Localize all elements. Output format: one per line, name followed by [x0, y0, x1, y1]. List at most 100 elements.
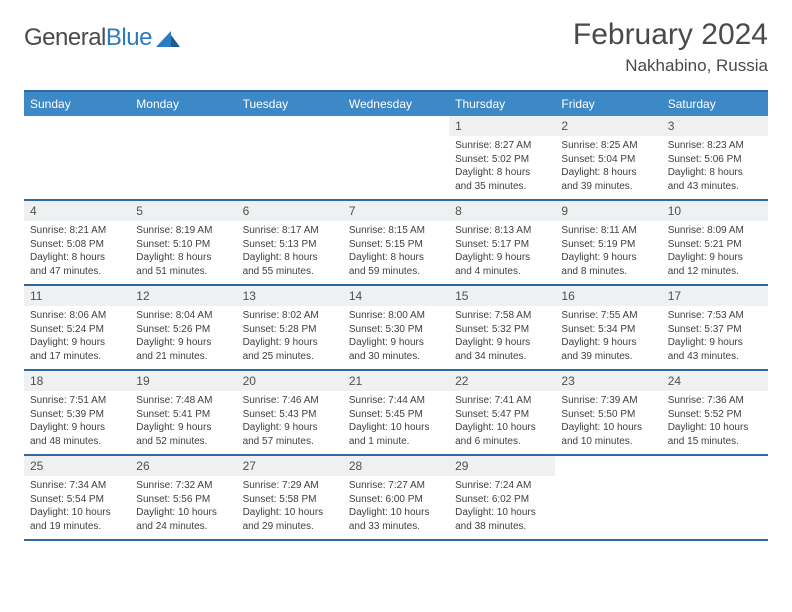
calendar-cell: [24, 116, 130, 200]
sunset-line: Sunset: 5:43 PM: [243, 408, 337, 422]
sunset-line: Sunset: 5:56 PM: [136, 493, 230, 507]
sunset-line: Sunset: 5:47 PM: [455, 408, 549, 422]
weekday-header: Wednesday: [343, 91, 449, 116]
day-body: Sunrise: 7:48 AMSunset: 5:41 PMDaylight:…: [130, 391, 236, 454]
sunset-line: Sunset: 5:45 PM: [349, 408, 443, 422]
day-body: Sunrise: 8:02 AMSunset: 5:28 PMDaylight:…: [237, 306, 343, 369]
logo-text-blue: Blue: [106, 24, 152, 51]
weekday-header: Sunday: [24, 91, 130, 116]
weekday-header: Thursday: [449, 91, 555, 116]
day-body: Sunrise: 8:00 AMSunset: 5:30 PMDaylight:…: [343, 306, 449, 369]
sunset-line: Sunset: 5:32 PM: [455, 323, 549, 337]
day-number: 21: [343, 371, 449, 391]
day-number: [662, 456, 768, 476]
day-body: Sunrise: 7:58 AMSunset: 5:32 PMDaylight:…: [449, 306, 555, 369]
day-number: 4: [24, 201, 130, 221]
sunset-line: Sunset: 5:06 PM: [668, 153, 762, 167]
daylight-line: Daylight: 9 hours and 17 minutes.: [30, 336, 124, 363]
day-number: 1: [449, 116, 555, 136]
daylight-line: Daylight: 8 hours and 55 minutes.: [243, 251, 337, 278]
calendar-cell: 18Sunrise: 7:51 AMSunset: 5:39 PMDayligh…: [24, 370, 130, 455]
daylight-line: Daylight: 8 hours and 59 minutes.: [349, 251, 443, 278]
daylight-line: Daylight: 9 hours and 52 minutes.: [136, 421, 230, 448]
calendar-cell: 24Sunrise: 7:36 AMSunset: 5:52 PMDayligh…: [662, 370, 768, 455]
daylight-line: Daylight: 8 hours and 39 minutes.: [561, 166, 655, 193]
sunset-line: Sunset: 5:02 PM: [455, 153, 549, 167]
daylight-line: Daylight: 9 hours and 57 minutes.: [243, 421, 337, 448]
weekday-header-row: Sunday Monday Tuesday Wednesday Thursday…: [24, 91, 768, 116]
day-body: Sunrise: 8:17 AMSunset: 5:13 PMDaylight:…: [237, 221, 343, 284]
day-number: [130, 116, 236, 136]
sunrise-line: Sunrise: 7:41 AM: [455, 394, 549, 408]
day-body: Sunrise: 7:39 AMSunset: 5:50 PMDaylight:…: [555, 391, 661, 454]
calendar-week-row: 4Sunrise: 8:21 AMSunset: 5:08 PMDaylight…: [24, 200, 768, 285]
day-number: 2: [555, 116, 661, 136]
calendar-cell: 2Sunrise: 8:25 AMSunset: 5:04 PMDaylight…: [555, 116, 661, 200]
day-number: [24, 116, 130, 136]
day-body: Sunrise: 7:44 AMSunset: 5:45 PMDaylight:…: [343, 391, 449, 454]
calendar-cell: 7Sunrise: 8:15 AMSunset: 5:15 PMDaylight…: [343, 200, 449, 285]
day-number: 16: [555, 286, 661, 306]
daylight-line: Daylight: 10 hours and 15 minutes.: [668, 421, 762, 448]
calendar-week-row: 25Sunrise: 7:34 AMSunset: 5:54 PMDayligh…: [24, 455, 768, 540]
daylight-line: Daylight: 9 hours and 8 minutes.: [561, 251, 655, 278]
sunrise-line: Sunrise: 8:06 AM: [30, 309, 124, 323]
sunrise-line: Sunrise: 7:46 AM: [243, 394, 337, 408]
sunrise-line: Sunrise: 8:25 AM: [561, 139, 655, 153]
daylight-line: Daylight: 10 hours and 10 minutes.: [561, 421, 655, 448]
day-body: Sunrise: 8:11 AMSunset: 5:19 PMDaylight:…: [555, 221, 661, 284]
logo-text-general: General: [24, 24, 106, 51]
sunrise-line: Sunrise: 7:34 AM: [30, 479, 124, 493]
day-number: 19: [130, 371, 236, 391]
sunrise-line: Sunrise: 8:02 AM: [243, 309, 337, 323]
day-body: Sunrise: 7:36 AMSunset: 5:52 PMDaylight:…: [662, 391, 768, 454]
sunset-line: Sunset: 5:52 PM: [668, 408, 762, 422]
day-number: 13: [237, 286, 343, 306]
daylight-line: Daylight: 10 hours and 19 minutes.: [30, 506, 124, 533]
calendar-cell: 4Sunrise: 8:21 AMSunset: 5:08 PMDaylight…: [24, 200, 130, 285]
calendar-week-row: 11Sunrise: 8:06 AMSunset: 5:24 PMDayligh…: [24, 285, 768, 370]
day-number: 11: [24, 286, 130, 306]
daylight-line: Daylight: 9 hours and 48 minutes.: [30, 421, 124, 448]
sunset-line: Sunset: 5:39 PM: [30, 408, 124, 422]
daylight-line: Daylight: 9 hours and 39 minutes.: [561, 336, 655, 363]
day-body: Sunrise: 7:41 AMSunset: 5:47 PMDaylight:…: [449, 391, 555, 454]
calendar-cell: 29Sunrise: 7:24 AMSunset: 6:02 PMDayligh…: [449, 455, 555, 540]
sunset-line: Sunset: 5:24 PM: [30, 323, 124, 337]
day-body: Sunrise: 8:13 AMSunset: 5:17 PMDaylight:…: [449, 221, 555, 284]
day-number: 10: [662, 201, 768, 221]
daylight-line: Daylight: 10 hours and 33 minutes.: [349, 506, 443, 533]
weekday-header: Friday: [555, 91, 661, 116]
day-body: Sunrise: 7:32 AMSunset: 5:56 PMDaylight:…: [130, 476, 236, 539]
sunrise-line: Sunrise: 7:27 AM: [349, 479, 443, 493]
calendar-cell: [555, 455, 661, 540]
day-body: Sunrise: 8:25 AMSunset: 5:04 PMDaylight:…: [555, 136, 661, 199]
day-number: 3: [662, 116, 768, 136]
daylight-line: Daylight: 8 hours and 43 minutes.: [668, 166, 762, 193]
day-number: 18: [24, 371, 130, 391]
calendar-table: Sunday Monday Tuesday Wednesday Thursday…: [24, 90, 768, 541]
sunrise-line: Sunrise: 8:19 AM: [136, 224, 230, 238]
calendar-cell: 14Sunrise: 8:00 AMSunset: 5:30 PMDayligh…: [343, 285, 449, 370]
day-number: 6: [237, 201, 343, 221]
day-body: Sunrise: 7:46 AMSunset: 5:43 PMDaylight:…: [237, 391, 343, 454]
daylight-line: Daylight: 10 hours and 29 minutes.: [243, 506, 337, 533]
sunset-line: Sunset: 5:26 PM: [136, 323, 230, 337]
sunrise-line: Sunrise: 7:39 AM: [561, 394, 655, 408]
sunset-line: Sunset: 5:50 PM: [561, 408, 655, 422]
day-number: 28: [343, 456, 449, 476]
daylight-line: Daylight: 9 hours and 30 minutes.: [349, 336, 443, 363]
day-body: Sunrise: 8:04 AMSunset: 5:26 PMDaylight:…: [130, 306, 236, 369]
sunrise-line: Sunrise: 7:53 AM: [668, 309, 762, 323]
daylight-line: Daylight: 9 hours and 4 minutes.: [455, 251, 549, 278]
logo-triangle-icon: [156, 29, 182, 47]
sunrise-line: Sunrise: 8:04 AM: [136, 309, 230, 323]
sunrise-line: Sunrise: 7:44 AM: [349, 394, 443, 408]
day-number: 15: [449, 286, 555, 306]
day-body: Sunrise: 8:23 AMSunset: 5:06 PMDaylight:…: [662, 136, 768, 199]
daylight-line: Daylight: 8 hours and 47 minutes.: [30, 251, 124, 278]
sunrise-line: Sunrise: 7:58 AM: [455, 309, 549, 323]
sunset-line: Sunset: 5:10 PM: [136, 238, 230, 252]
weekday-header: Monday: [130, 91, 236, 116]
weekday-header: Tuesday: [237, 91, 343, 116]
